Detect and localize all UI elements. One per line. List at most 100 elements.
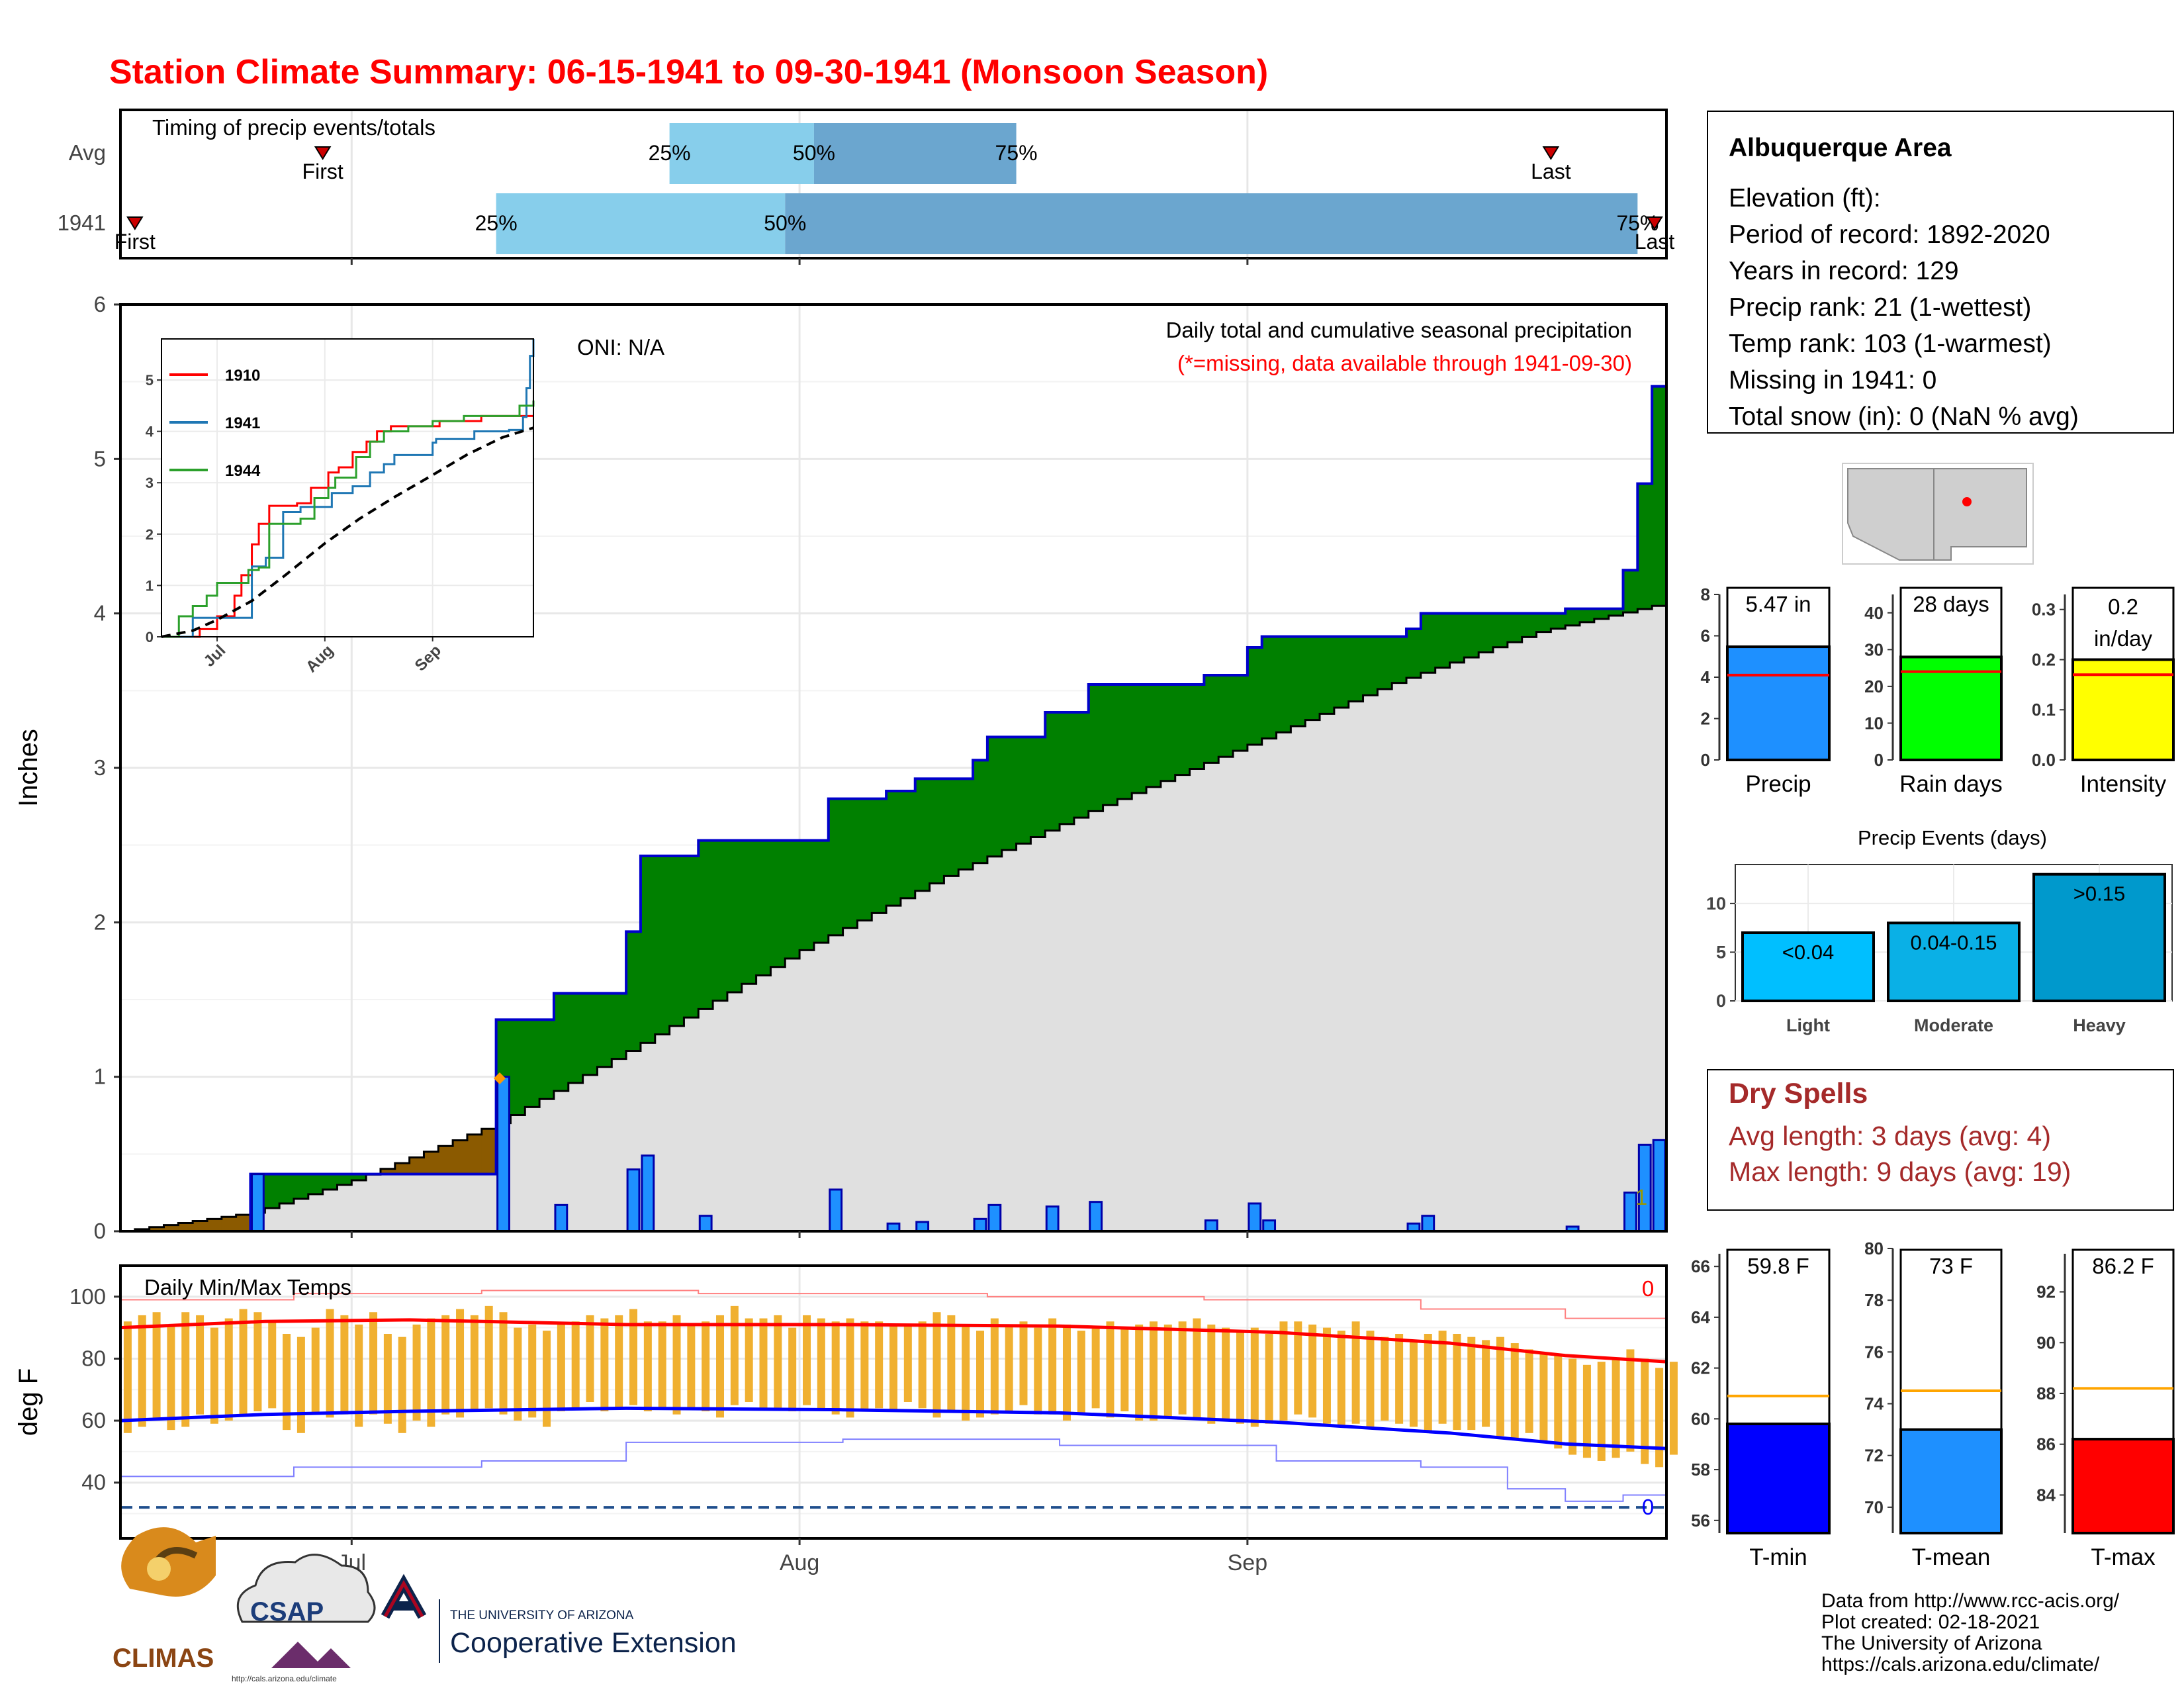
surplus-fill (265, 1174, 280, 1208)
daily-precip-bar (554, 1203, 569, 1233)
deficit-fill (221, 1217, 237, 1231)
temp-range-bar (1496, 1336, 1504, 1436)
footer-line-created: Plot created: 02-18-2021 (1821, 1611, 2040, 1633)
main-subtitle: Daily total and cumulative seasonal prec… (1166, 318, 1632, 342)
mini-y-tick-label: 72 (1864, 1446, 1884, 1466)
temp-range-bar (355, 1324, 363, 1427)
temp-range-bar (1005, 1324, 1013, 1412)
mini-x-label: Precip (1745, 771, 1811, 797)
new-mexico-shape (1933, 468, 2027, 561)
temp-range-bar (1597, 1362, 1606, 1461)
temp-range-bar (990, 1318, 999, 1415)
temp-daily-range-bars (123, 1305, 1678, 1468)
temp-range-bar (283, 1334, 291, 1430)
surplus-fill (1565, 608, 1580, 626)
temp-y-tick-label: 100 (69, 1284, 106, 1309)
footer-line-data: Data from http://www.rcc-acis.org/ (1821, 1590, 2120, 1612)
temp-range-bar (1222, 1327, 1230, 1421)
deficit-fill (467, 1134, 482, 1174)
info-line-period: Period of record: 1892-2020 (1729, 220, 2050, 249)
temp-range-bar (745, 1318, 753, 1402)
last-event-marker (1646, 216, 1663, 230)
surplus-fill (828, 798, 844, 935)
temp-range-bar (1236, 1331, 1244, 1424)
temp-range-bar (383, 1334, 392, 1424)
station-info-box: Albuquerque Area Elevation (ft): Period … (1707, 111, 2174, 434)
temp-range-bar (571, 1321, 580, 1409)
temp-range-bar (456, 1309, 465, 1418)
deficit-fill (438, 1146, 453, 1174)
temp-range-bar (1019, 1321, 1028, 1405)
surplus-fill (1103, 684, 1118, 806)
events-bar (2032, 872, 2166, 1002)
temp-range-bar (441, 1315, 450, 1415)
surplus-fill (1420, 613, 1436, 673)
last-event-label: Last (1531, 160, 1571, 183)
events-bar-label: >0.15 (2073, 882, 2125, 906)
quartile-50-label: 50% (764, 211, 806, 235)
temp-y-tick-label: 60 (81, 1408, 106, 1432)
surplus-fill (1073, 712, 1089, 818)
temp-range-bar (803, 1315, 811, 1405)
daily-precip-bar (1045, 1205, 1060, 1233)
ua-extension-text: Cooperative Extension (450, 1627, 737, 1659)
logos: CLIMAS CSAP http://cals.arizona.edu/clim… (113, 1527, 737, 1683)
surplus-fill (915, 778, 931, 891)
mini-y-tick-label: 60 (1691, 1409, 1710, 1429)
info-line-years: Years in record: 129 (1729, 257, 1959, 285)
temp-range-bar (268, 1321, 277, 1409)
mini-y-tick-label: 80 (1864, 1239, 1884, 1258)
quartile-box-lower (496, 193, 786, 254)
university-of-arizona-logo: THE UNIVERSITY OF ARIZONA Cooperative Ex… (381, 1573, 737, 1663)
mini-label-area (1899, 586, 2003, 658)
surplus-fill (1348, 636, 1364, 702)
mini-x-label: T-mean (1912, 1544, 1991, 1570)
surplus-fill (1464, 613, 1479, 658)
temp-panel-frame (119, 1264, 1668, 1540)
mini-y-tick-label: 2 (1701, 709, 1710, 729)
temp-range-bar (514, 1327, 522, 1421)
temperature-panel: 40 60 80 100 Daily Min/Max Temps deg F 0 0 (14, 1264, 1678, 1540)
temp-range-bar (369, 1312, 378, 1415)
inset-background (161, 339, 533, 637)
mini-y-tick-label: 58 (1691, 1460, 1710, 1479)
surplus-fill (1060, 712, 1075, 824)
surplus-fill (510, 1019, 525, 1115)
mini-y-tick-label: 4 (1701, 667, 1711, 687)
surplus-fill (799, 840, 815, 951)
temp-range-bar (123, 1321, 132, 1433)
mini-x-label: T-min (1749, 1544, 1807, 1570)
surplus-fill (958, 778, 974, 870)
timing-panel-label: Timing of precip events/totals (152, 115, 435, 140)
temp-range-bar (672, 1315, 681, 1415)
inset-series-line (161, 400, 535, 638)
mini-y-tick-label: 66 (1691, 1256, 1710, 1276)
precip-events-chart: Precip Events (days) <0.04 Light 0.04-0.15… (1706, 826, 2173, 1035)
mini-value-label: 73 F (1929, 1254, 1973, 1278)
surplus-fill (813, 840, 829, 943)
surplus-fill (1551, 613, 1566, 629)
missing-note: (*=missing, data available through 1941-… (1177, 351, 1632, 375)
daily-precip-bars (250, 1076, 1666, 1233)
surplus-fill (900, 791, 916, 898)
precip-total-chart: 0 2 4 6 8 5.47 in Precip (1701, 585, 1831, 797)
quartile-50-label: 50% (793, 141, 835, 165)
deficit-fill (481, 1129, 497, 1174)
surplus-fill (1406, 629, 1422, 678)
temp-range-bar (716, 1315, 725, 1418)
temp-range-bar (152, 1312, 161, 1421)
surplus-fill (1652, 386, 1667, 606)
csap-wordmark: CSAP (250, 1597, 324, 1626)
temp-range-bar (1554, 1355, 1563, 1449)
surplus-fill (1291, 636, 1306, 726)
mini-label-area (2071, 586, 2175, 661)
inset-y-tick-label: 4 (146, 424, 154, 440)
dry-spells-frame (1707, 1069, 2174, 1211)
surplus-fill (770, 840, 786, 967)
surplus-fill (597, 993, 612, 1067)
mini-value-bar (2071, 658, 2175, 762)
surplus-fill (698, 840, 713, 1009)
